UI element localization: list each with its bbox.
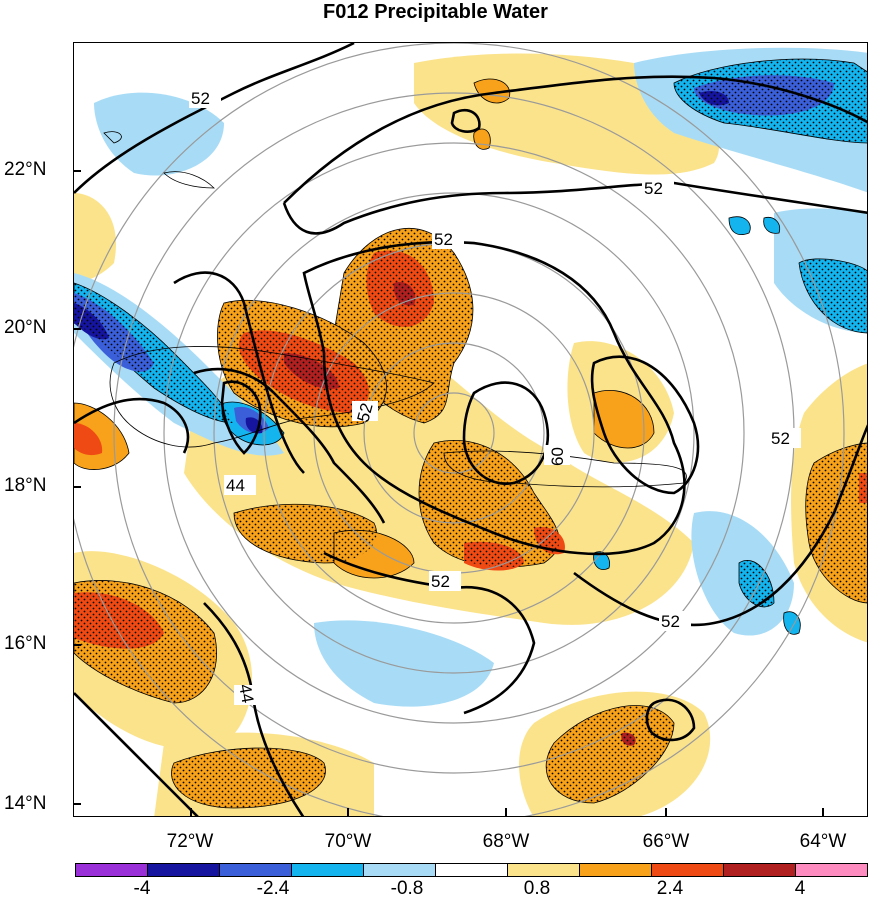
range-ring-8 xyxy=(74,43,845,816)
contour-label-52-se: 52 xyxy=(661,612,680,631)
contour-label-52-ne: 52 xyxy=(644,179,663,198)
colorbar xyxy=(75,863,868,877)
lon-tick xyxy=(665,808,667,817)
contour-52-north xyxy=(283,75,867,204)
lat-tick xyxy=(73,170,81,172)
contour-52-west xyxy=(74,397,190,454)
contour-52-northwest xyxy=(74,43,355,194)
contour-label-60: 60 xyxy=(548,447,567,466)
contour-label-52-south: 52 xyxy=(431,572,450,591)
colorbar-swatch-1 xyxy=(148,864,220,876)
lon-label-72w: 72°W xyxy=(166,831,214,852)
colorbar-swatch-9 xyxy=(724,864,796,876)
lat-tick xyxy=(73,328,81,330)
colorbar-swatch-10 xyxy=(796,864,867,876)
contour-60-center xyxy=(462,381,549,485)
lon-label-66w: 66°W xyxy=(642,831,690,852)
lat-label-22n: 22°N xyxy=(4,159,47,180)
colorbar-label: -4 xyxy=(133,878,151,899)
contour-44-inner xyxy=(220,380,262,455)
range-ring-2 xyxy=(363,342,545,524)
lat-label-14n: 14°N xyxy=(4,793,47,814)
lon-label-68w: 68°W xyxy=(482,831,530,852)
colorbar-label: -0.8 xyxy=(390,878,424,899)
contour-44-west xyxy=(173,271,305,474)
colorbar-swatch-3 xyxy=(292,864,364,876)
shade-orange-north2 xyxy=(473,128,491,150)
contour-label-52-nw: 52 xyxy=(191,89,210,108)
positive-light-shading xyxy=(74,53,867,816)
colorbar-label: -2.4 xyxy=(256,878,290,899)
shade-blue-east3 xyxy=(763,216,781,234)
shade-lightblue-south xyxy=(314,620,494,707)
colorbar-swatch-5 xyxy=(436,864,508,876)
contour-labels: 52 52 52 52 52 52 52 44 44 60 xyxy=(189,88,801,705)
lon-label-70w: 70°W xyxy=(324,831,372,852)
stippling xyxy=(74,59,867,808)
range-ring-5 xyxy=(213,192,695,674)
lon-label-64w: 64°W xyxy=(799,831,847,852)
shade-yellow-nw xyxy=(74,193,116,283)
lon-tick xyxy=(822,808,824,817)
lat-label-20n: 20°N xyxy=(4,317,47,338)
map-panel: 52 52 52 52 52 52 52 44 44 60 xyxy=(73,42,868,817)
lat-tick xyxy=(73,644,81,646)
shade-blue-east2 xyxy=(728,216,751,235)
lat-label-16n: 16°N xyxy=(4,633,47,654)
chart-title: F012 Precipitable Water xyxy=(323,1,548,23)
lon-tick xyxy=(505,808,507,817)
colorbar-swatch-0 xyxy=(76,864,148,876)
range-ring-1 xyxy=(413,392,495,474)
coast-island-nw xyxy=(103,131,122,144)
contour-label-44-south: 44 xyxy=(235,683,257,705)
coast-hispaniola xyxy=(109,346,435,448)
colorbar-label: 2.4 xyxy=(656,878,684,899)
colorbar-swatch-6 xyxy=(508,864,580,876)
contour-52-east xyxy=(590,355,700,495)
contour-52-north-inner xyxy=(282,181,867,235)
lat-tick xyxy=(73,486,81,488)
lat-tick xyxy=(73,803,81,805)
contour-loop-se xyxy=(645,698,696,742)
lon-tick xyxy=(190,808,192,817)
map-canvas: 52 52 52 52 52 52 52 44 44 60 xyxy=(74,43,867,816)
contour-44-southwest xyxy=(74,692,199,816)
colorbar-label: 0.8 xyxy=(523,878,551,899)
colorbar-swatch-8 xyxy=(652,864,724,876)
contour-52-south xyxy=(323,551,536,715)
range-ring-6 xyxy=(163,142,745,724)
colorbar-swatch-4 xyxy=(364,864,436,876)
colorbar-label: 4 xyxy=(794,878,806,899)
colorbar-swatch-2 xyxy=(220,864,292,876)
contour-label-52-center: 52 xyxy=(434,230,453,249)
shade-blue-east5 xyxy=(783,611,801,635)
contour-label-44-center: 44 xyxy=(226,476,245,495)
contour-52-southeast xyxy=(573,424,867,627)
contour-loop-n xyxy=(450,108,481,133)
colorbar-swatch-7 xyxy=(580,864,652,876)
contour-52-center-ring xyxy=(302,240,686,556)
contour-label-52-mid: 52 xyxy=(353,401,376,424)
lat-label-18n: 18°N xyxy=(4,475,47,496)
coast-island-nw2 xyxy=(163,171,215,189)
contour-label-52-east: 52 xyxy=(771,429,790,448)
contour-44-center xyxy=(193,367,386,524)
pw-contours xyxy=(74,43,867,816)
lon-tick xyxy=(347,808,349,817)
shade-red-west-edge xyxy=(74,423,103,456)
